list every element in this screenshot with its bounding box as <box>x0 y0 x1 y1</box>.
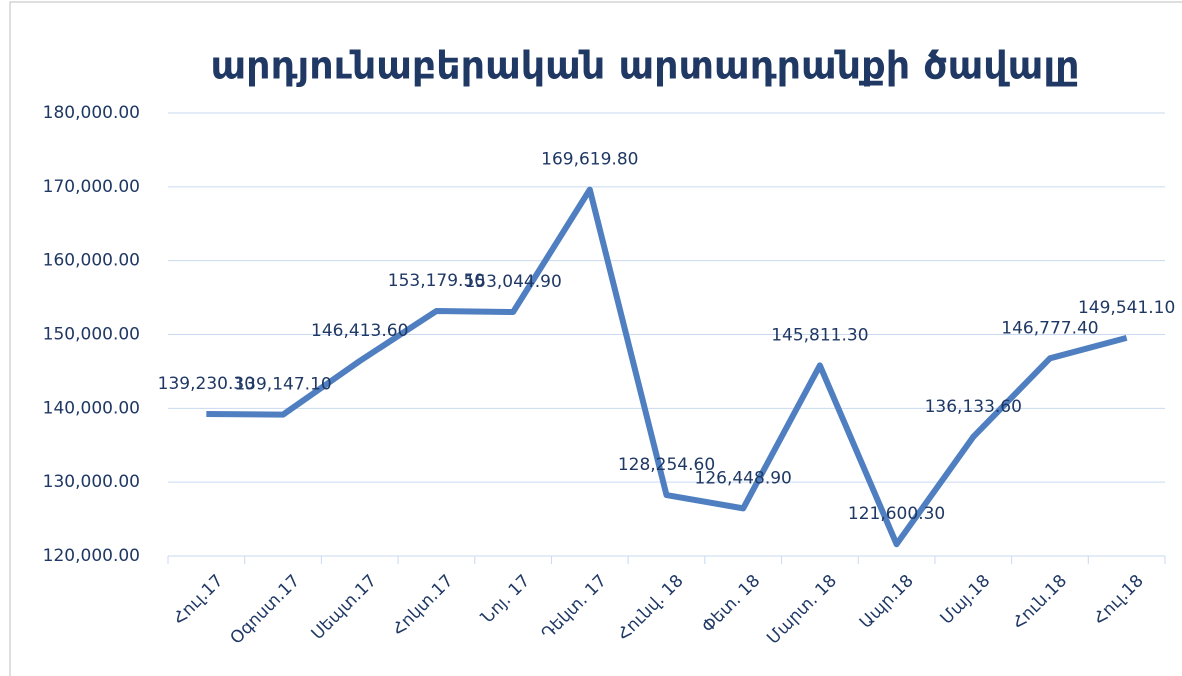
data-label: 121,600.30 <box>848 504 945 524</box>
x-tick-label: Մարտ. 18 <box>763 571 841 649</box>
data-label: 126,448.90 <box>695 468 792 488</box>
data-label: 146,413.60 <box>311 321 408 341</box>
x-tick-label: Սեպտ.17 <box>308 571 381 644</box>
chart-title: արդյունաբերական արտադրանքի ծավալը <box>211 44 1080 88</box>
data-label: 169,619.80 <box>541 150 638 170</box>
data-label: 128,254.60 <box>618 455 715 475</box>
data-label: 153,044.90 <box>464 272 561 292</box>
x-tick-label: Դեկտ. 17 <box>538 571 611 644</box>
x-tick-label: Մայ.18 <box>937 571 995 629</box>
data-label: 153,179.50 <box>388 271 485 291</box>
x-tick-label: Հուլ.17 <box>169 571 227 629</box>
x-tick-label: Հոկտ.17 <box>389 571 458 640</box>
y-tick-label: 150,000.00 <box>43 325 140 345</box>
data-label: 136,133.60 <box>925 397 1022 417</box>
data-label: 139,147.10 <box>234 375 331 395</box>
x-tick-label: Օգոստ.17 <box>227 571 305 649</box>
data-label: 139,230.30 <box>158 374 255 394</box>
y-tick-label: 170,000.00 <box>43 177 140 197</box>
line <box>206 186 1128 548</box>
data-label: 149,541.10 <box>1078 298 1175 318</box>
x-tick-label: Հուն.18 <box>1009 571 1071 633</box>
x-tick-label: Հուլ.18 <box>1090 571 1148 629</box>
y-tick-label: 130,000.00 <box>43 472 140 492</box>
data-label: 146,777.40 <box>1001 318 1098 338</box>
frame <box>9 1 1182 676</box>
x-tick-label: Ապր.18 <box>856 571 918 633</box>
x-tick-label: Նոյ. 17 <box>477 571 534 628</box>
y-tick-label: 140,000.00 <box>43 398 140 418</box>
x-tick-label: Հունվ. 18 <box>614 571 688 645</box>
x-tick-label: Փետ. 18 <box>698 571 764 637</box>
y-tick-label: 120,000.00 <box>43 546 140 566</box>
data-label: 145,811.30 <box>771 325 868 345</box>
y-tick-label: 160,000.00 <box>43 251 140 271</box>
y-tick-label: 180,000.00 <box>43 103 140 123</box>
